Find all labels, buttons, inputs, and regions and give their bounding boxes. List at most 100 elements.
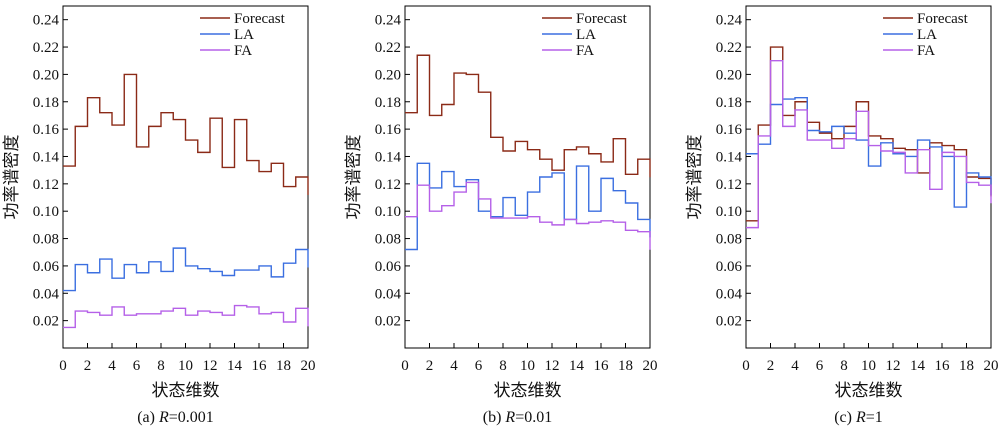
y-axis-label: 功率谱密度 (344, 135, 363, 220)
y-tick-label: 0.20 (716, 67, 742, 83)
y-tick-label: 0.22 (375, 40, 401, 56)
x-tick-label: 8 (499, 358, 507, 374)
y-tick-label: 0.06 (716, 259, 743, 275)
x-tick-label: 18 (276, 358, 291, 374)
caption-value: =0.001 (169, 409, 214, 426)
series-line-fa (746, 60, 992, 229)
x-tick-label: 14 (569, 358, 585, 374)
x-tick-label: 20 (643, 358, 658, 374)
x-tick-label: 4 (450, 358, 458, 374)
y-tick-label: 0.10 (716, 204, 742, 220)
y-tick-label: 0.14 (716, 149, 743, 165)
y-tick-label: 0.18 (33, 95, 59, 111)
y-tick-label: 0.02 (375, 314, 401, 330)
y-tick-label: 0.10 (375, 204, 401, 220)
y-tick-label: 0.20 (375, 67, 401, 83)
series-line-forecast (63, 73, 309, 195)
x-axis-label: 状态维数 (152, 381, 220, 400)
x-tick-label: 4 (791, 358, 799, 374)
y-tick-label: 0.16 (33, 122, 60, 138)
y-tick-label: 0.12 (33, 177, 59, 193)
x-tick-label: 10 (861, 358, 876, 374)
y-tick-label: 0.08 (33, 232, 59, 248)
y-tick-label: 0.18 (716, 95, 742, 111)
chart-panel-c: 0.02 0.04 0.06 0.08 0.10 0.12 0.14 0.16 0.18 0.20… (685, 5, 999, 426)
legend-label-la: LA (917, 27, 937, 43)
chart-panel-a: 0.02 0.04 0.06 0.08 0.10 0.12 0.14 0.16 0.18 0.20… (2, 5, 316, 426)
y-tick-label: 0.18 (375, 95, 401, 111)
caption-variable: R (158, 409, 169, 426)
x-tick-label: 10 (520, 358, 535, 374)
legend-label-forecast: Forecast (917, 11, 969, 27)
y-tick-label: 0.14 (375, 149, 402, 165)
y-tick-label: 0.02 (716, 314, 742, 330)
x-tick-label: 8 (157, 358, 165, 374)
series-line-la (63, 247, 309, 292)
x-tick-label: 14 (227, 358, 243, 374)
x-tick-label: 2 (426, 358, 434, 374)
x-tick-label: 2 (84, 358, 92, 374)
y-tick-label: 0.24 (375, 13, 402, 29)
x-axis-label: 状态维数 (494, 381, 562, 400)
y-tick-label: 0.04 (33, 286, 60, 302)
legend-label-fa: FA (576, 43, 594, 59)
series-line-la (746, 96, 992, 208)
panel-caption: (a) R=0.001 (137, 409, 214, 426)
x-tick-label: 16 (252, 358, 268, 374)
x-tick-label: 8 (840, 358, 848, 374)
x-tick-label: 6 (475, 358, 483, 374)
x-tick-label: 16 (594, 358, 610, 374)
x-tick-label: 0 (59, 358, 67, 374)
x-tick-label: 6 (133, 358, 141, 374)
caption-value: =0.01 (515, 409, 552, 426)
x-tick-label: 18 (959, 358, 974, 374)
legend-label-forecast: Forecast (234, 11, 286, 27)
x-tick-label: 12 (203, 358, 218, 374)
y-tick-label: 0.16 (716, 122, 743, 138)
y-tick-label: 0.24 (33, 13, 60, 29)
caption-variable: R (504, 409, 515, 426)
x-tick-label: 14 (910, 358, 926, 374)
y-tick-label: 0.04 (375, 286, 402, 302)
series-line-fa (63, 304, 309, 329)
y-tick-label: 0.16 (375, 122, 402, 138)
series-line-la (405, 162, 651, 251)
y-tick-label: 0.06 (33, 259, 60, 275)
x-tick-label: 0 (401, 358, 409, 374)
caption-prefix: (b) (483, 409, 506, 426)
caption-variable: R (855, 409, 866, 426)
x-tick-label: 12 (886, 358, 901, 374)
x-tick-label: 18 (618, 358, 633, 374)
x-tick-label: 0 (742, 358, 750, 374)
y-tick-label: 0.08 (375, 232, 401, 248)
y-tick-label: 0.12 (716, 177, 742, 193)
y-axis-label: 功率谱密度 (2, 135, 21, 220)
legend-label-fa: FA (917, 43, 935, 59)
y-tick-label: 0.04 (716, 286, 743, 302)
x-tick-label: 12 (545, 358, 560, 374)
caption-value: =1 (866, 409, 883, 426)
y-tick-label: 0.22 (716, 40, 742, 56)
y-tick-label: 0.10 (33, 204, 59, 220)
legend-label-forecast: Forecast (576, 11, 628, 27)
x-tick-label: 10 (178, 358, 193, 374)
x-axis-label: 状态维数 (835, 381, 903, 400)
y-tick-label: 0.20 (33, 67, 59, 83)
x-tick-label: 2 (767, 358, 775, 374)
caption-prefix: (c) (834, 409, 856, 426)
legend-label-la: LA (234, 27, 254, 43)
x-tick-label: 20 (984, 358, 999, 374)
y-tick-label: 0.22 (33, 40, 59, 56)
y-tick-label: 0.06 (375, 259, 402, 275)
caption-prefix: (a) (137, 409, 159, 426)
x-tick-label: 4 (108, 358, 116, 374)
panel-caption: (b) R=0.01 (483, 409, 552, 426)
plot-frame (62, 5, 309, 349)
y-axis-label: 功率谱密度 (685, 135, 704, 220)
series-line-fa (405, 181, 651, 250)
y-tick-label: 0.12 (375, 177, 401, 193)
y-tick-label: 0.14 (33, 149, 60, 165)
y-tick-label: 0.02 (33, 314, 59, 330)
legend-label-fa: FA (234, 43, 252, 59)
